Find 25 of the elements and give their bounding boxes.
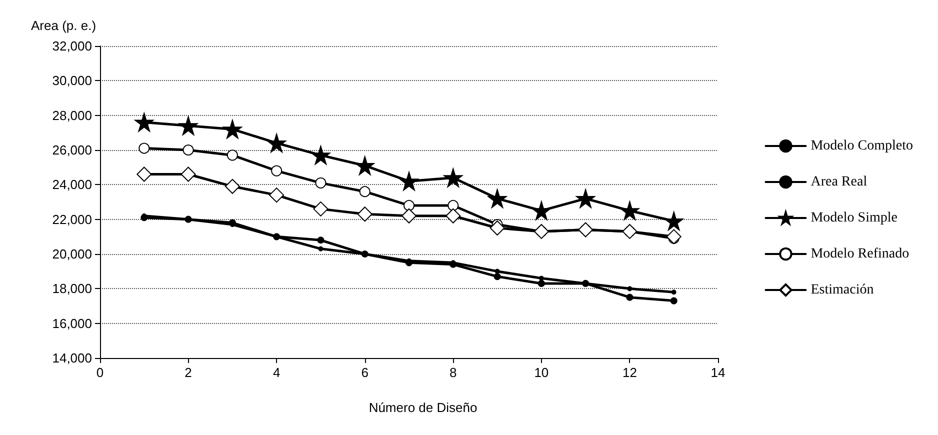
y-tick-label: 32,000 xyxy=(52,38,92,54)
legend-label: Area Real xyxy=(810,174,868,190)
x-axis-title: Número de Diseño xyxy=(368,400,478,415)
legend-label: Estimación xyxy=(810,282,874,298)
y-tick-label: 18,000 xyxy=(52,281,92,296)
y-tick-label: 28,000 xyxy=(52,108,92,123)
x-tick-label: 8 xyxy=(450,365,457,380)
y-tick-label: 22,000 xyxy=(52,212,92,227)
x-tick-label: 12 xyxy=(622,365,637,380)
x-tick-label: 2 xyxy=(184,365,192,380)
x-tick-label: 0 xyxy=(96,365,104,380)
legend-label: Modelo Simple xyxy=(810,210,898,226)
y-tick-label: 16,000 xyxy=(52,316,92,331)
y-tick-label: 26,000 xyxy=(52,142,92,158)
x-tick-label: 6 xyxy=(361,365,368,380)
y-tick-label: 24,000 xyxy=(52,177,92,192)
x-tick-label: 10 xyxy=(534,365,549,380)
legend-label: Modelo Refinado xyxy=(810,246,910,262)
x-tick-label: 4 xyxy=(272,365,280,380)
legend-label: Modelo Completo xyxy=(810,138,914,154)
y-tick-label: 30,000 xyxy=(52,73,92,88)
y-tick-label: 14,000 xyxy=(52,350,92,366)
y-axis-title: Area (p. e.) xyxy=(31,18,96,33)
x-tick-label: 14 xyxy=(710,365,726,380)
y-tick-label: 20,000 xyxy=(52,246,92,262)
